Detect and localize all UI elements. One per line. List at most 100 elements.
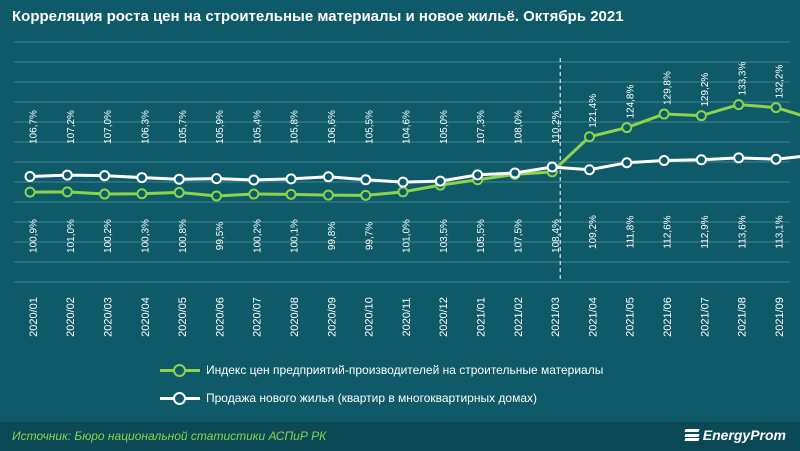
data-label-1-7: 105,8% [290, 110, 301, 144]
data-label-1-16: 111,8% [625, 216, 636, 249]
point-1-15 [584, 164, 595, 176]
x-tick-4: 2020/05 [177, 297, 189, 337]
grid-lines [14, 41, 790, 283]
data-label-1-11: 105,0% [439, 110, 450, 144]
point-1-7 [285, 173, 297, 185]
data-label-0-13: 107,5% [514, 219, 525, 253]
data-label-0-0: 100,9% [29, 219, 40, 253]
point-1-14 [546, 161, 558, 173]
point-0-17 [658, 108, 670, 120]
point-0-1 [61, 186, 73, 198]
x-tick-16: 2021/05 [625, 297, 637, 337]
point-0-3 [136, 188, 148, 200]
legend-label-new-housing: Продажа нового жилья (квартир в многоква… [206, 391, 538, 405]
x-tick-6: 2020/07 [252, 297, 264, 337]
legend-entry-building-materials: Индекс цен предприятий-производителей на… [160, 356, 603, 384]
x-tick-12: 2021/01 [476, 297, 488, 337]
point-1-10 [397, 176, 409, 188]
point-1-4 [173, 173, 185, 185]
legend-swatch-green [160, 363, 200, 377]
x-tick-14: 2021/03 [550, 297, 562, 337]
data-label-0-1: 101,0% [66, 219, 77, 253]
data-label-1-4: 105,7% [178, 110, 189, 144]
x-tick-9: 2020/10 [364, 297, 376, 337]
point-1-13 [509, 167, 521, 179]
x-axis-tick-labels: 2020/01 2020/02 2020/03 2020/04 2020/05 2020/… [28, 297, 786, 337]
point-0-4 [173, 186, 185, 198]
data-label-0-8: 99,8% [327, 222, 338, 250]
data-label-1-8: 106,6% [327, 110, 338, 144]
data-label-1-12: 107,3% [476, 110, 487, 144]
data-label-0-18: 129,2% [700, 73, 711, 107]
x-tick-20: 2021/09 [774, 297, 786, 337]
x-tick-2: 2020/03 [103, 297, 115, 337]
legend: Индекс цен предприятий-производителей на… [160, 356, 603, 412]
series-line-0 [29, 103, 800, 198]
data-label-1-3: 106,3% [141, 110, 152, 144]
x-tick-18: 2021/07 [699, 297, 711, 337]
point-0-9 [360, 189, 372, 201]
point-0-20 [770, 102, 782, 114]
x-tick-7: 2020/08 [289, 297, 301, 337]
brand-bars-icon [684, 429, 700, 441]
x-tick-3: 2020/04 [140, 297, 152, 337]
chart-title: Корреляция роста цен на строительные мат… [12, 8, 624, 25]
data-label-1-17: 112,6% [663, 215, 674, 248]
legend-entry-new-housing: Продажа нового жилья (квартир в многоква… [160, 384, 603, 412]
data-label-0-19: 133,3% [737, 62, 748, 96]
data-label-0-11: 103,5% [439, 219, 450, 253]
legend-label-building-materials: Индекс цен предприятий-производителей на… [206, 363, 604, 377]
data-label-0-20: 132,2% [775, 65, 786, 99]
data-label-0-5: 99,5% [215, 222, 226, 250]
point-1-0 [24, 170, 36, 182]
x-tick-10: 2020/11 [401, 298, 413, 337]
point-0-10 [397, 186, 409, 198]
data-label-1-1: 107,2% [66, 110, 77, 144]
data-label-0-12: 105,5% [476, 219, 487, 253]
point-0-16 [621, 122, 633, 134]
brand-logo: EnergyProm [684, 427, 786, 443]
point-0-0 [24, 186, 36, 198]
data-label-0-10: 101,0% [402, 219, 413, 253]
point-0-7 [285, 188, 297, 200]
data-label-1-20: 113,1% [775, 215, 786, 248]
point-1-9 [360, 174, 372, 186]
point-1-20 [770, 153, 782, 165]
x-tick-8: 2020/09 [326, 297, 338, 337]
data-label-0-15: 121,4% [588, 94, 599, 128]
point-1-11 [434, 175, 446, 187]
data-label-1-15: 109,2% [588, 215, 599, 249]
data-label-1-13: 108,0% [514, 110, 525, 144]
point-0-6 [248, 188, 260, 200]
x-tick-15: 2021/04 [587, 297, 599, 337]
data-labels: 100,9% 101,0% 100,2% 100,3% 100,8% 99,5% 100,2… [29, 62, 786, 253]
data-label-0-17: 129,8% [663, 71, 674, 105]
point-1-16 [621, 157, 633, 169]
point-1-1 [61, 169, 73, 181]
data-label-1-9: 105,5% [364, 110, 375, 144]
point-1-8 [322, 171, 334, 183]
series-line-1 [29, 155, 800, 184]
data-label-0-14: 108,4% [551, 219, 562, 253]
point-1-2 [99, 170, 111, 182]
data-label-0-3: 100,3% [141, 219, 152, 253]
point-0-19 [733, 99, 745, 111]
point-1-12 [472, 169, 484, 181]
x-tick-17: 2021/06 [662, 297, 674, 337]
point-0-2 [99, 188, 111, 200]
data-label-1-19: 113,6% [737, 215, 748, 248]
point-1-18 [695, 154, 707, 166]
data-label-0-4: 100,8% [178, 219, 189, 253]
point-0-15 [584, 131, 595, 143]
data-label-0-16: 124,8% [625, 85, 636, 119]
point-0-18 [695, 110, 707, 122]
data-label-1-6: 105,4% [252, 110, 263, 144]
point-0-5 [211, 190, 222, 202]
data-label-0-9: 99,7% [364, 222, 375, 250]
x-tick-11: 2020/12 [438, 297, 450, 337]
data-label-0-2: 100,2% [103, 219, 114, 253]
data-label-1-0: 106,7% [29, 110, 40, 144]
footer: Источник: Бюро национальной статистики А… [0, 422, 800, 451]
legend-swatch-white [160, 391, 200, 405]
